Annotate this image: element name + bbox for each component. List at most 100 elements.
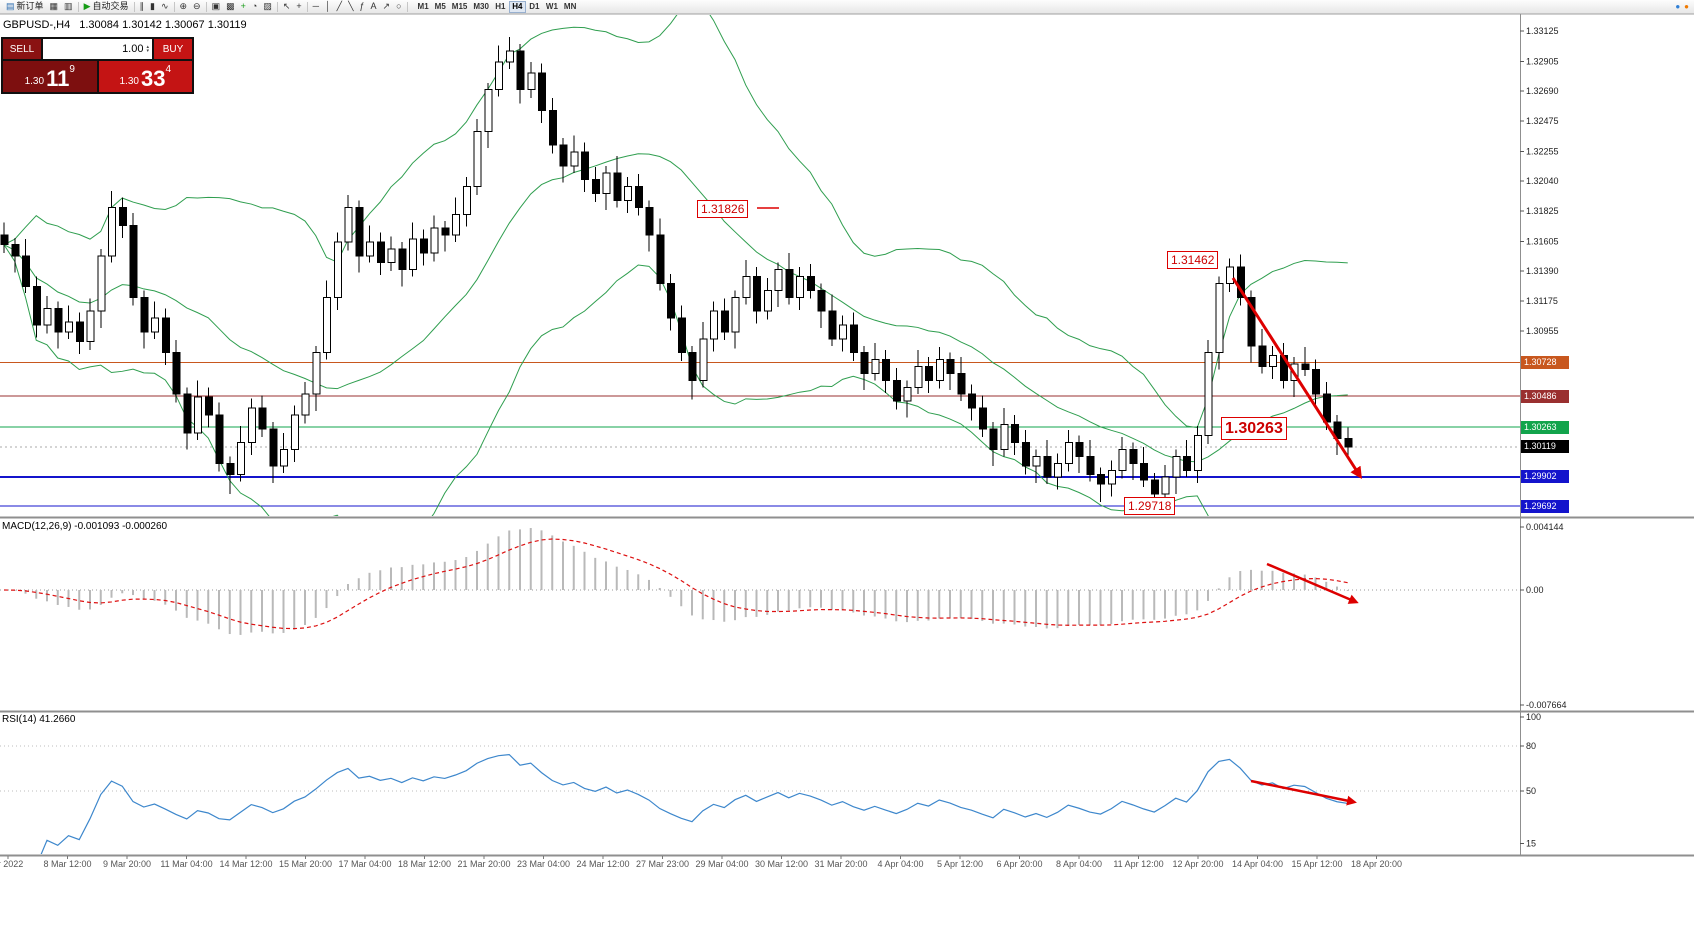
autotrading-button[interactable]: ▶ 自动交易 bbox=[81, 1, 132, 13]
templates-icon: ▨ bbox=[263, 1, 272, 11]
vertical-line-icon: │ bbox=[325, 1, 331, 11]
toolbar-buttons: ▤ 新订单 ▦ ▥ ▶ 自动交易 ∥ ▮ ∿ ⊕ ⊖ ▣ ▩ + ◔ ▨ ↖ + ─ │ ╱ ╲ ƒ A ↗ ○ bbox=[3, 1, 410, 13]
toolbar-right-icons: ● ● bbox=[1675, 1, 1691, 11]
cursor-icon: ↖ bbox=[282, 1, 291, 11]
zoom-in-button[interactable]: ⊕ bbox=[177, 1, 191, 13]
horizontal-line-button[interactable]: ─ bbox=[310, 1, 322, 13]
buy-price-button[interactable]: 1.30 33 4 bbox=[98, 61, 192, 92]
ask-pipette-digit: 4 bbox=[165, 64, 171, 75]
symbol-period-label: GBPUSD-,H4 bbox=[3, 19, 71, 31]
channel-button[interactable]: ╲ bbox=[345, 1, 356, 13]
time-axis[interactable]: ar 2022 8 Mar 12:00 9 Mar 20:00 11 Mar 04:0… bbox=[0, 856, 1402, 869]
sell-button[interactable]: SELL bbox=[3, 39, 41, 59]
notification-icon[interactable]: ● bbox=[1675, 1, 1681, 11]
svg-text:1.32040: 1.32040 bbox=[1526, 176, 1559, 186]
fibonacci-button[interactable]: ƒ bbox=[357, 1, 368, 13]
autotrading-icon: ▶ bbox=[83, 1, 91, 11]
periods-icon: ◔ bbox=[251, 1, 258, 11]
trend-arrows[interactable] bbox=[757, 207, 1362, 806]
periods-button[interactable]: ◔ bbox=[249, 1, 260, 13]
alert-icon[interactable]: ● bbox=[1684, 1, 1689, 11]
tile-windows-button[interactable]: ▣ bbox=[209, 1, 224, 13]
svg-text:1.32690: 1.32690 bbox=[1526, 86, 1559, 96]
svg-text:27 Mar 23:00: 27 Mar 23:00 bbox=[636, 859, 689, 869]
horizontal-line-icon: ─ bbox=[312, 1, 320, 11]
svg-text:9 Mar 20:00: 9 Mar 20:00 bbox=[103, 859, 151, 869]
macd-indicator-label: MACD(12,26,9) -0.001093 -0.000260 bbox=[2, 521, 168, 532]
price-annotation[interactable]: 1.31826 bbox=[697, 200, 749, 219]
svg-text:12 Apr 20:00: 12 Apr 20:00 bbox=[1172, 859, 1223, 869]
sell-price-button[interactable]: 1.30 11 9 bbox=[3, 61, 97, 92]
timeframe-m5[interactable]: M5 bbox=[432, 1, 449, 13]
svg-text:0.004144: 0.004144 bbox=[1526, 522, 1564, 532]
svg-text:30 Mar 12:00: 30 Mar 12:00 bbox=[755, 859, 808, 869]
templates-button[interactable]: ▨ bbox=[260, 1, 275, 13]
axis-tick-labels: 1.33125 1.32905 1.32690 1.32475 1.32255 1.320… bbox=[1520, 26, 1567, 849]
ask-big-digits: 33 bbox=[140, 66, 166, 91]
price-level-label: 1.30263 bbox=[1521, 421, 1569, 434]
trade-panel-price-row: 1.30 11 9 1.30 33 4 bbox=[3, 61, 192, 92]
new-order-button[interactable]: ▤ 新订单 bbox=[3, 1, 47, 13]
svg-text:11 Mar 04:00: 11 Mar 04:00 bbox=[160, 859, 212, 869]
main-toolbar: ▤ 新订单 ▦ ▥ ▶ 自动交易 ∥ ▮ ∿ ⊕ ⊖ ▣ ▩ + ◔ ▨ ↖ + ─ │ ╱ ╲ ƒ A ↗ ○ M1 M5 M15 M… bbox=[0, 0, 1694, 14]
svg-text:1.31825: 1.31825 bbox=[1526, 206, 1559, 216]
timeframe-w1[interactable]: W1 bbox=[543, 1, 561, 13]
zoom-out-button[interactable]: ⊖ bbox=[190, 1, 204, 13]
timeframe-m1[interactable]: M1 bbox=[415, 1, 432, 13]
text-icon: A bbox=[370, 1, 377, 11]
timeframe-mn[interactable]: MN bbox=[561, 1, 579, 13]
candlestick-chart-icon: ▮ bbox=[150, 1, 155, 11]
timeframe-m15[interactable]: M15 bbox=[449, 1, 471, 13]
toolbar-separator bbox=[133, 1, 135, 12]
crosshair-icon: + bbox=[296, 1, 302, 11]
svg-text:ar 2022: ar 2022 bbox=[0, 859, 23, 869]
svg-text:1.31390: 1.31390 bbox=[1526, 266, 1559, 276]
one-click-trading-panel: SELL 1.00 ▴ ▾ BUY 1.30 11 9 1.30 33 4 bbox=[1, 37, 194, 94]
bar-chart-button[interactable]: ∥ bbox=[137, 1, 148, 13]
price-annotation[interactable]: 1.30263 bbox=[1221, 417, 1287, 441]
bar-chart-icon: ∥ bbox=[139, 1, 145, 11]
trade-panel-top-row: SELL 1.00 ▴ ▾ BUY bbox=[3, 39, 192, 59]
timeframe-m30[interactable]: M30 bbox=[470, 1, 492, 13]
price-level-label: 1.30486 bbox=[1521, 390, 1569, 403]
indicators-button[interactable]: + bbox=[238, 1, 249, 13]
crosshair-button[interactable]: + bbox=[293, 1, 304, 13]
arrow-tool-button[interactable]: ↗ bbox=[380, 1, 394, 13]
vertical-line-button[interactable]: │ bbox=[322, 1, 334, 13]
timeframe-h1[interactable]: H1 bbox=[492, 1, 509, 13]
svg-text:6 Apr 20:00: 6 Apr 20:00 bbox=[996, 859, 1042, 869]
svg-text:80: 80 bbox=[1526, 741, 1536, 751]
horizontal-level-lines[interactable] bbox=[0, 362, 1520, 507]
price-level-label: 1.29902 bbox=[1521, 470, 1569, 483]
svg-text:8 Mar 12:00: 8 Mar 12:00 bbox=[43, 859, 91, 869]
price-level-label: 1.29692 bbox=[1521, 500, 1569, 513]
shapes-button[interactable]: ○ bbox=[393, 1, 404, 13]
candlestick-chart-button[interactable]: ▮ bbox=[147, 1, 158, 13]
svg-text:-0.007664: -0.007664 bbox=[1526, 700, 1567, 710]
svg-text:31 Mar 20:00: 31 Mar 20:00 bbox=[814, 859, 867, 869]
bid-small-digits: 1.30 bbox=[24, 76, 45, 87]
svg-text:18 Mar 12:00: 18 Mar 12:00 bbox=[398, 859, 451, 869]
price-annotation[interactable]: 1.31462 bbox=[1167, 251, 1219, 270]
line-chart-button[interactable]: ∿ bbox=[158, 1, 172, 13]
toolbar-separator bbox=[276, 1, 278, 12]
timeframe-h4[interactable]: H4 bbox=[508, 0, 526, 13]
macd-histogram bbox=[13, 528, 1349, 635]
trendline-button[interactable]: ╱ bbox=[334, 1, 345, 13]
price-annotation[interactable]: 1.29718 bbox=[1124, 497, 1176, 516]
volume-input[interactable]: 1.00 ▴ ▾ bbox=[43, 39, 152, 59]
volume-spinner-icon[interactable]: ▴ ▾ bbox=[146, 44, 149, 54]
text-button[interactable]: A bbox=[368, 1, 380, 13]
charts-button[interactable]: ▦ bbox=[47, 1, 62, 13]
profiles-button[interactable]: ▥ bbox=[61, 1, 76, 13]
cursor-button[interactable]: ↖ bbox=[280, 1, 294, 13]
rsi-indicator-label: RSI(14) 41.2660 bbox=[2, 714, 76, 725]
svg-text:1.32905: 1.32905 bbox=[1526, 56, 1559, 66]
cascade-windows-button[interactable]: ▩ bbox=[223, 1, 238, 13]
svg-text:1.32475: 1.32475 bbox=[1526, 116, 1559, 126]
buy-button[interactable]: BUY bbox=[154, 39, 192, 59]
timeframe-d1[interactable]: D1 bbox=[526, 1, 543, 13]
new-order-icon: ▤ bbox=[6, 1, 15, 11]
svg-text:5 Apr 12:00: 5 Apr 12:00 bbox=[937, 859, 983, 869]
